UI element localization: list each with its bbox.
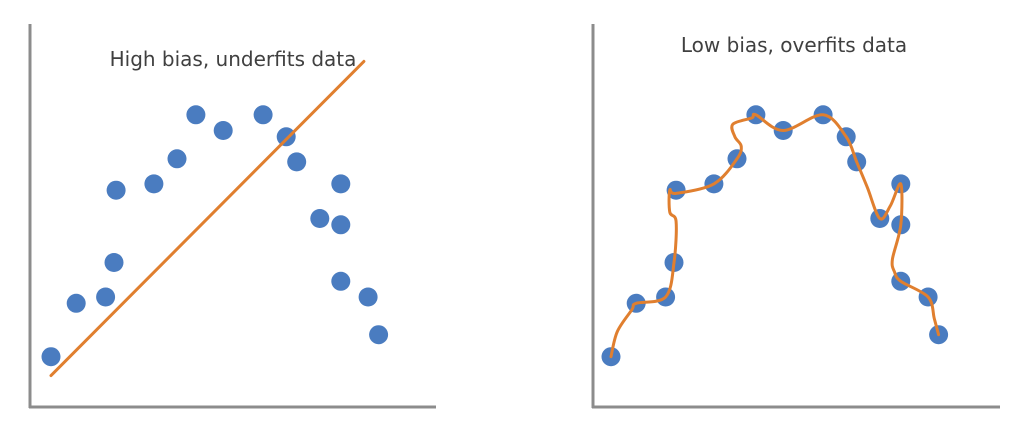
data-point [331,174,351,194]
data-point [167,149,187,169]
fit-curve-overfit [609,112,941,359]
chart-title-underfit: High bias, underfits data [110,47,357,71]
data-point [104,253,124,272]
chart-title-overfit: Low bias, overfits data [681,33,907,57]
data-point [310,209,330,228]
data-point [369,325,389,345]
data-point [41,347,61,367]
data-point [186,105,206,125]
data-point [144,174,164,194]
data-point [276,127,296,147]
data-point [253,105,273,125]
data-point [331,271,351,291]
data-point [96,287,116,307]
chart-panel-underfit: High bias, underfits data [28,24,436,409]
data-point [666,180,686,200]
fit-line-underfit [49,59,366,378]
data-point [358,287,378,307]
data-point [66,293,86,313]
data-point [106,180,126,200]
chart-panel-overfit: Low bias, overfits data [591,24,1000,409]
data-point [287,152,307,172]
data-point [213,121,233,140]
data-point [331,215,351,235]
